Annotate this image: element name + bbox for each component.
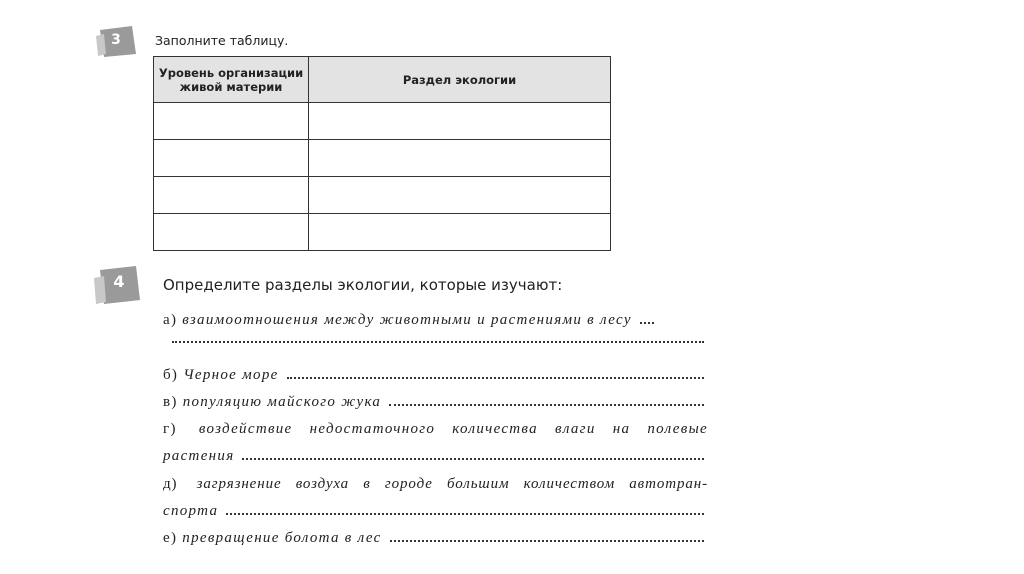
task-number: 4	[113, 272, 124, 291]
dot-leader	[389, 403, 704, 406]
cell	[153, 139, 309, 177]
item-text: взаимоотношения между животными и растен…	[182, 312, 632, 328]
task-number: 3	[111, 32, 121, 48]
dot-leader	[172, 340, 704, 343]
cell	[308, 176, 611, 214]
item-label: д)	[163, 476, 178, 492]
item-label: г)	[163, 421, 177, 437]
cell	[153, 176, 309, 214]
cell	[153, 213, 309, 251]
item-line: б) Черное море	[163, 367, 704, 384]
item-line: е) превращение болота в лес	[163, 530, 704, 547]
item-line: спорта	[163, 503, 704, 520]
item-text: загрязнение воздуха в городе большим кол…	[196, 476, 708, 492]
item-text: Черное море	[183, 367, 279, 383]
dot-leader	[242, 457, 704, 460]
item-label: а)	[163, 312, 178, 328]
item-line: д) загрязнение воздуха в городе большим …	[163, 476, 708, 493]
item-line: в) популяцию майского жука	[163, 394, 704, 411]
item-line: растения	[163, 448, 704, 465]
instruction: Определите разделы экологии, которые изу…	[163, 276, 563, 294]
item-label: е)	[163, 530, 178, 546]
item-label: в)	[163, 394, 178, 410]
item-text: воздействие недостаточного количества вл…	[198, 421, 708, 437]
dot-leader	[286, 376, 704, 379]
item-text: спорта	[163, 503, 219, 519]
dot-leader	[226, 512, 704, 515]
item-line: а) взаимоотношения между животными и раст…	[163, 312, 704, 329]
item-line: г) воздействие недостаточного количества…	[163, 421, 708, 438]
dot-leader	[639, 321, 654, 324]
item-label: б)	[163, 367, 179, 383]
cell	[153, 102, 309, 140]
table: Уровень организации живой материи Раздел…	[153, 56, 611, 251]
cell	[308, 213, 611, 251]
task-badge: 4	[94, 266, 140, 304]
dot-leader	[389, 539, 704, 542]
task-badge: 3	[96, 26, 136, 57]
cell	[308, 139, 611, 177]
item-text: растения	[163, 448, 235, 464]
table-header: Уровень организации живой материи	[153, 56, 309, 103]
cell	[308, 102, 611, 140]
item-text: превращение болота в лес	[182, 530, 382, 546]
instruction: Заполните таблицу.	[155, 33, 289, 48]
item-line	[172, 340, 704, 358]
item-text: популяцию майского жука	[182, 394, 382, 410]
table-header: Раздел экологии	[308, 56, 611, 103]
